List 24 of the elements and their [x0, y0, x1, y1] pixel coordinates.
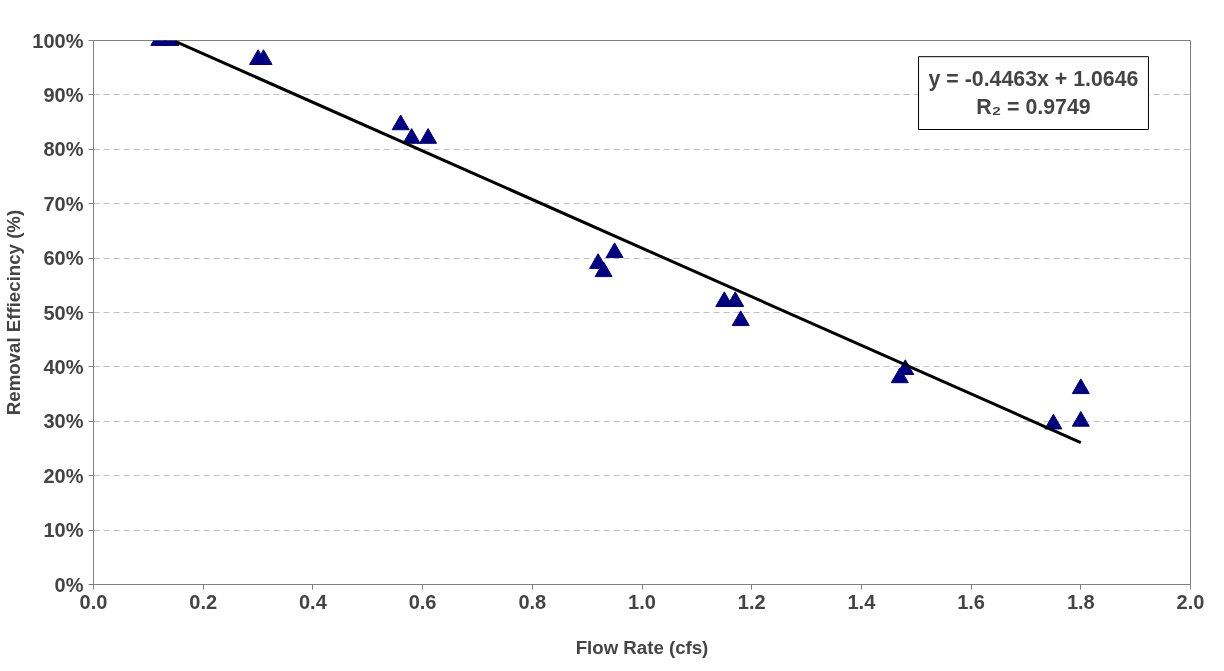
y-axis-title: Removal Effiecincy (%) — [3, 209, 25, 416]
y-tick-label: 30% — [43, 410, 84, 433]
x-tick-label: 0.8 — [518, 590, 547, 613]
y-tick-label: 0% — [54, 573, 84, 596]
x-tick-label: 2.0 — [1176, 590, 1205, 613]
x-tick-label: 1.0 — [628, 590, 656, 613]
x-tick-label: 1.6 — [957, 590, 986, 613]
x-tick-label: 1.2 — [737, 590, 766, 613]
x-tick-label: 1.4 — [847, 590, 877, 613]
y-tick-label: 70% — [43, 192, 84, 215]
x-tick-label: 0.6 — [408, 590, 437, 613]
x-tick-label: 1.8 — [1066, 590, 1095, 613]
y-tick-label: 60% — [43, 247, 84, 270]
y-tick-label: 40% — [43, 355, 84, 378]
x-axis-title: Flow Rate (cfs) — [575, 636, 709, 658]
y-tick-label: 100% — [32, 29, 84, 52]
x-tick-label: 0.4 — [299, 590, 328, 613]
y-tick-label: 90% — [43, 83, 84, 106]
annotation: y = -0.4463x + 1.0646 R₂ = 0.9749 — [928, 66, 1139, 120]
y-tick-label: 20% — [43, 464, 84, 487]
y-tick-label: 10% — [43, 519, 84, 542]
y-tick-label: 50% — [43, 301, 84, 324]
x-tick-label: 0.2 — [189, 590, 218, 613]
y-tick-label: 80% — [43, 138, 84, 161]
